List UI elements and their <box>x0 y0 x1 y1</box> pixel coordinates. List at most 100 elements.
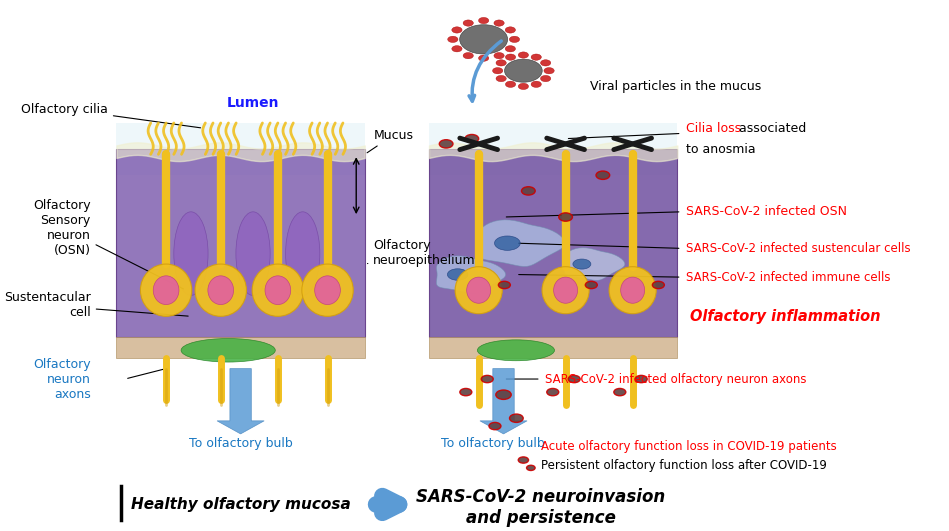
Ellipse shape <box>174 212 208 295</box>
Circle shape <box>478 18 489 24</box>
Circle shape <box>518 457 529 463</box>
Circle shape <box>568 375 580 383</box>
Text: Viral particles in the mucus: Viral particles in the mucus <box>590 80 762 93</box>
Circle shape <box>493 67 503 74</box>
Ellipse shape <box>467 277 491 303</box>
Text: Healthy olfactory mucosa: Healthy olfactory mucosa <box>131 497 350 512</box>
Ellipse shape <box>181 339 275 362</box>
Text: SARS-CoV-2 infected olfactory neuron axons: SARS-CoV-2 infected olfactory neuron axo… <box>545 373 807 386</box>
Circle shape <box>506 54 515 61</box>
Circle shape <box>652 281 664 289</box>
Circle shape <box>518 83 529 90</box>
FancyArrow shape <box>217 369 264 434</box>
Ellipse shape <box>208 276 233 305</box>
Circle shape <box>498 281 511 289</box>
Circle shape <box>531 81 541 88</box>
Circle shape <box>505 27 515 33</box>
FancyBboxPatch shape <box>429 123 678 175</box>
Circle shape <box>465 134 478 143</box>
Text: and persistence: and persistence <box>466 509 616 527</box>
Text: To olfactory bulb: To olfactory bulb <box>441 436 545 450</box>
FancyBboxPatch shape <box>117 337 364 358</box>
Text: SARS-CoV-2 infected immune cells: SARS-CoV-2 infected immune cells <box>686 271 890 284</box>
Circle shape <box>510 414 523 422</box>
FancyBboxPatch shape <box>117 123 364 175</box>
Text: associated: associated <box>735 122 806 135</box>
Circle shape <box>452 27 462 33</box>
Polygon shape <box>437 256 506 293</box>
Circle shape <box>459 25 508 54</box>
Ellipse shape <box>252 264 304 316</box>
Ellipse shape <box>236 212 270 295</box>
Ellipse shape <box>621 277 644 303</box>
Circle shape <box>495 390 512 399</box>
Circle shape <box>439 140 453 148</box>
Circle shape <box>496 60 506 66</box>
FancyBboxPatch shape <box>429 149 678 337</box>
Text: Persistent olfactory function loss after COVID-19: Persistent olfactory function loss after… <box>541 459 827 472</box>
Text: Mucus: Mucus <box>367 129 414 153</box>
Ellipse shape <box>447 269 468 280</box>
Ellipse shape <box>609 267 656 314</box>
Text: To olfactory bulb: To olfactory bulb <box>189 436 292 450</box>
Circle shape <box>478 55 489 61</box>
Circle shape <box>547 389 559 396</box>
Circle shape <box>506 81 515 88</box>
Circle shape <box>586 281 597 289</box>
Circle shape <box>448 36 458 42</box>
Circle shape <box>522 187 535 195</box>
Circle shape <box>559 213 572 221</box>
Circle shape <box>489 422 501 430</box>
FancyArrow shape <box>480 369 527 434</box>
FancyBboxPatch shape <box>429 337 678 358</box>
Circle shape <box>481 375 493 383</box>
Circle shape <box>527 465 535 470</box>
Text: Olfactory
Sensory
neuron
(OSN): Olfactory Sensory neuron (OSN) <box>33 199 183 289</box>
Circle shape <box>541 75 550 82</box>
Circle shape <box>452 46 462 52</box>
Circle shape <box>518 52 529 58</box>
Ellipse shape <box>573 259 591 269</box>
Text: to anosmia: to anosmia <box>686 143 755 156</box>
Polygon shape <box>565 248 624 280</box>
Circle shape <box>505 46 515 52</box>
Circle shape <box>596 171 609 179</box>
Circle shape <box>635 375 647 383</box>
Ellipse shape <box>542 267 589 314</box>
Circle shape <box>531 54 541 61</box>
Ellipse shape <box>553 277 578 303</box>
Text: Olfactory inflammation: Olfactory inflammation <box>690 309 881 324</box>
Circle shape <box>463 53 474 59</box>
Text: Cilia loss: Cilia loss <box>686 122 741 135</box>
Circle shape <box>493 53 504 59</box>
Text: Olfactory cilia: Olfactory cilia <box>21 102 200 128</box>
FancyBboxPatch shape <box>117 149 364 337</box>
Ellipse shape <box>195 264 247 316</box>
Circle shape <box>510 36 520 42</box>
Text: Olfactory
neuron
axons: Olfactory neuron axons <box>33 357 91 400</box>
Ellipse shape <box>315 276 341 305</box>
Text: SARS-CoV-2 infected OSN: SARS-CoV-2 infected OSN <box>686 205 847 218</box>
Circle shape <box>496 75 506 82</box>
Text: SARS-CoV-2 infected sustencular cells: SARS-CoV-2 infected sustencular cells <box>686 242 910 255</box>
Ellipse shape <box>494 236 520 250</box>
Ellipse shape <box>153 276 179 305</box>
Circle shape <box>614 389 625 396</box>
Circle shape <box>541 60 550 66</box>
Circle shape <box>544 67 554 74</box>
Text: Sustentacular
cell: Sustentacular cell <box>4 292 188 319</box>
Circle shape <box>493 20 504 26</box>
Ellipse shape <box>265 276 290 305</box>
Circle shape <box>463 20 474 26</box>
Ellipse shape <box>140 264 192 316</box>
Ellipse shape <box>302 264 353 316</box>
Text: Acute olfactory function loss in COVID-19 patients: Acute olfactory function loss in COVID-1… <box>541 441 836 453</box>
Ellipse shape <box>286 212 320 295</box>
Polygon shape <box>478 220 566 267</box>
Circle shape <box>505 59 542 82</box>
Circle shape <box>460 389 472 396</box>
Text: SARS-CoV-2 neuroinvasion: SARS-CoV-2 neuroinvasion <box>417 487 665 506</box>
Text: Lumen: Lumen <box>227 96 279 110</box>
Ellipse shape <box>456 267 502 314</box>
Ellipse shape <box>477 340 554 361</box>
